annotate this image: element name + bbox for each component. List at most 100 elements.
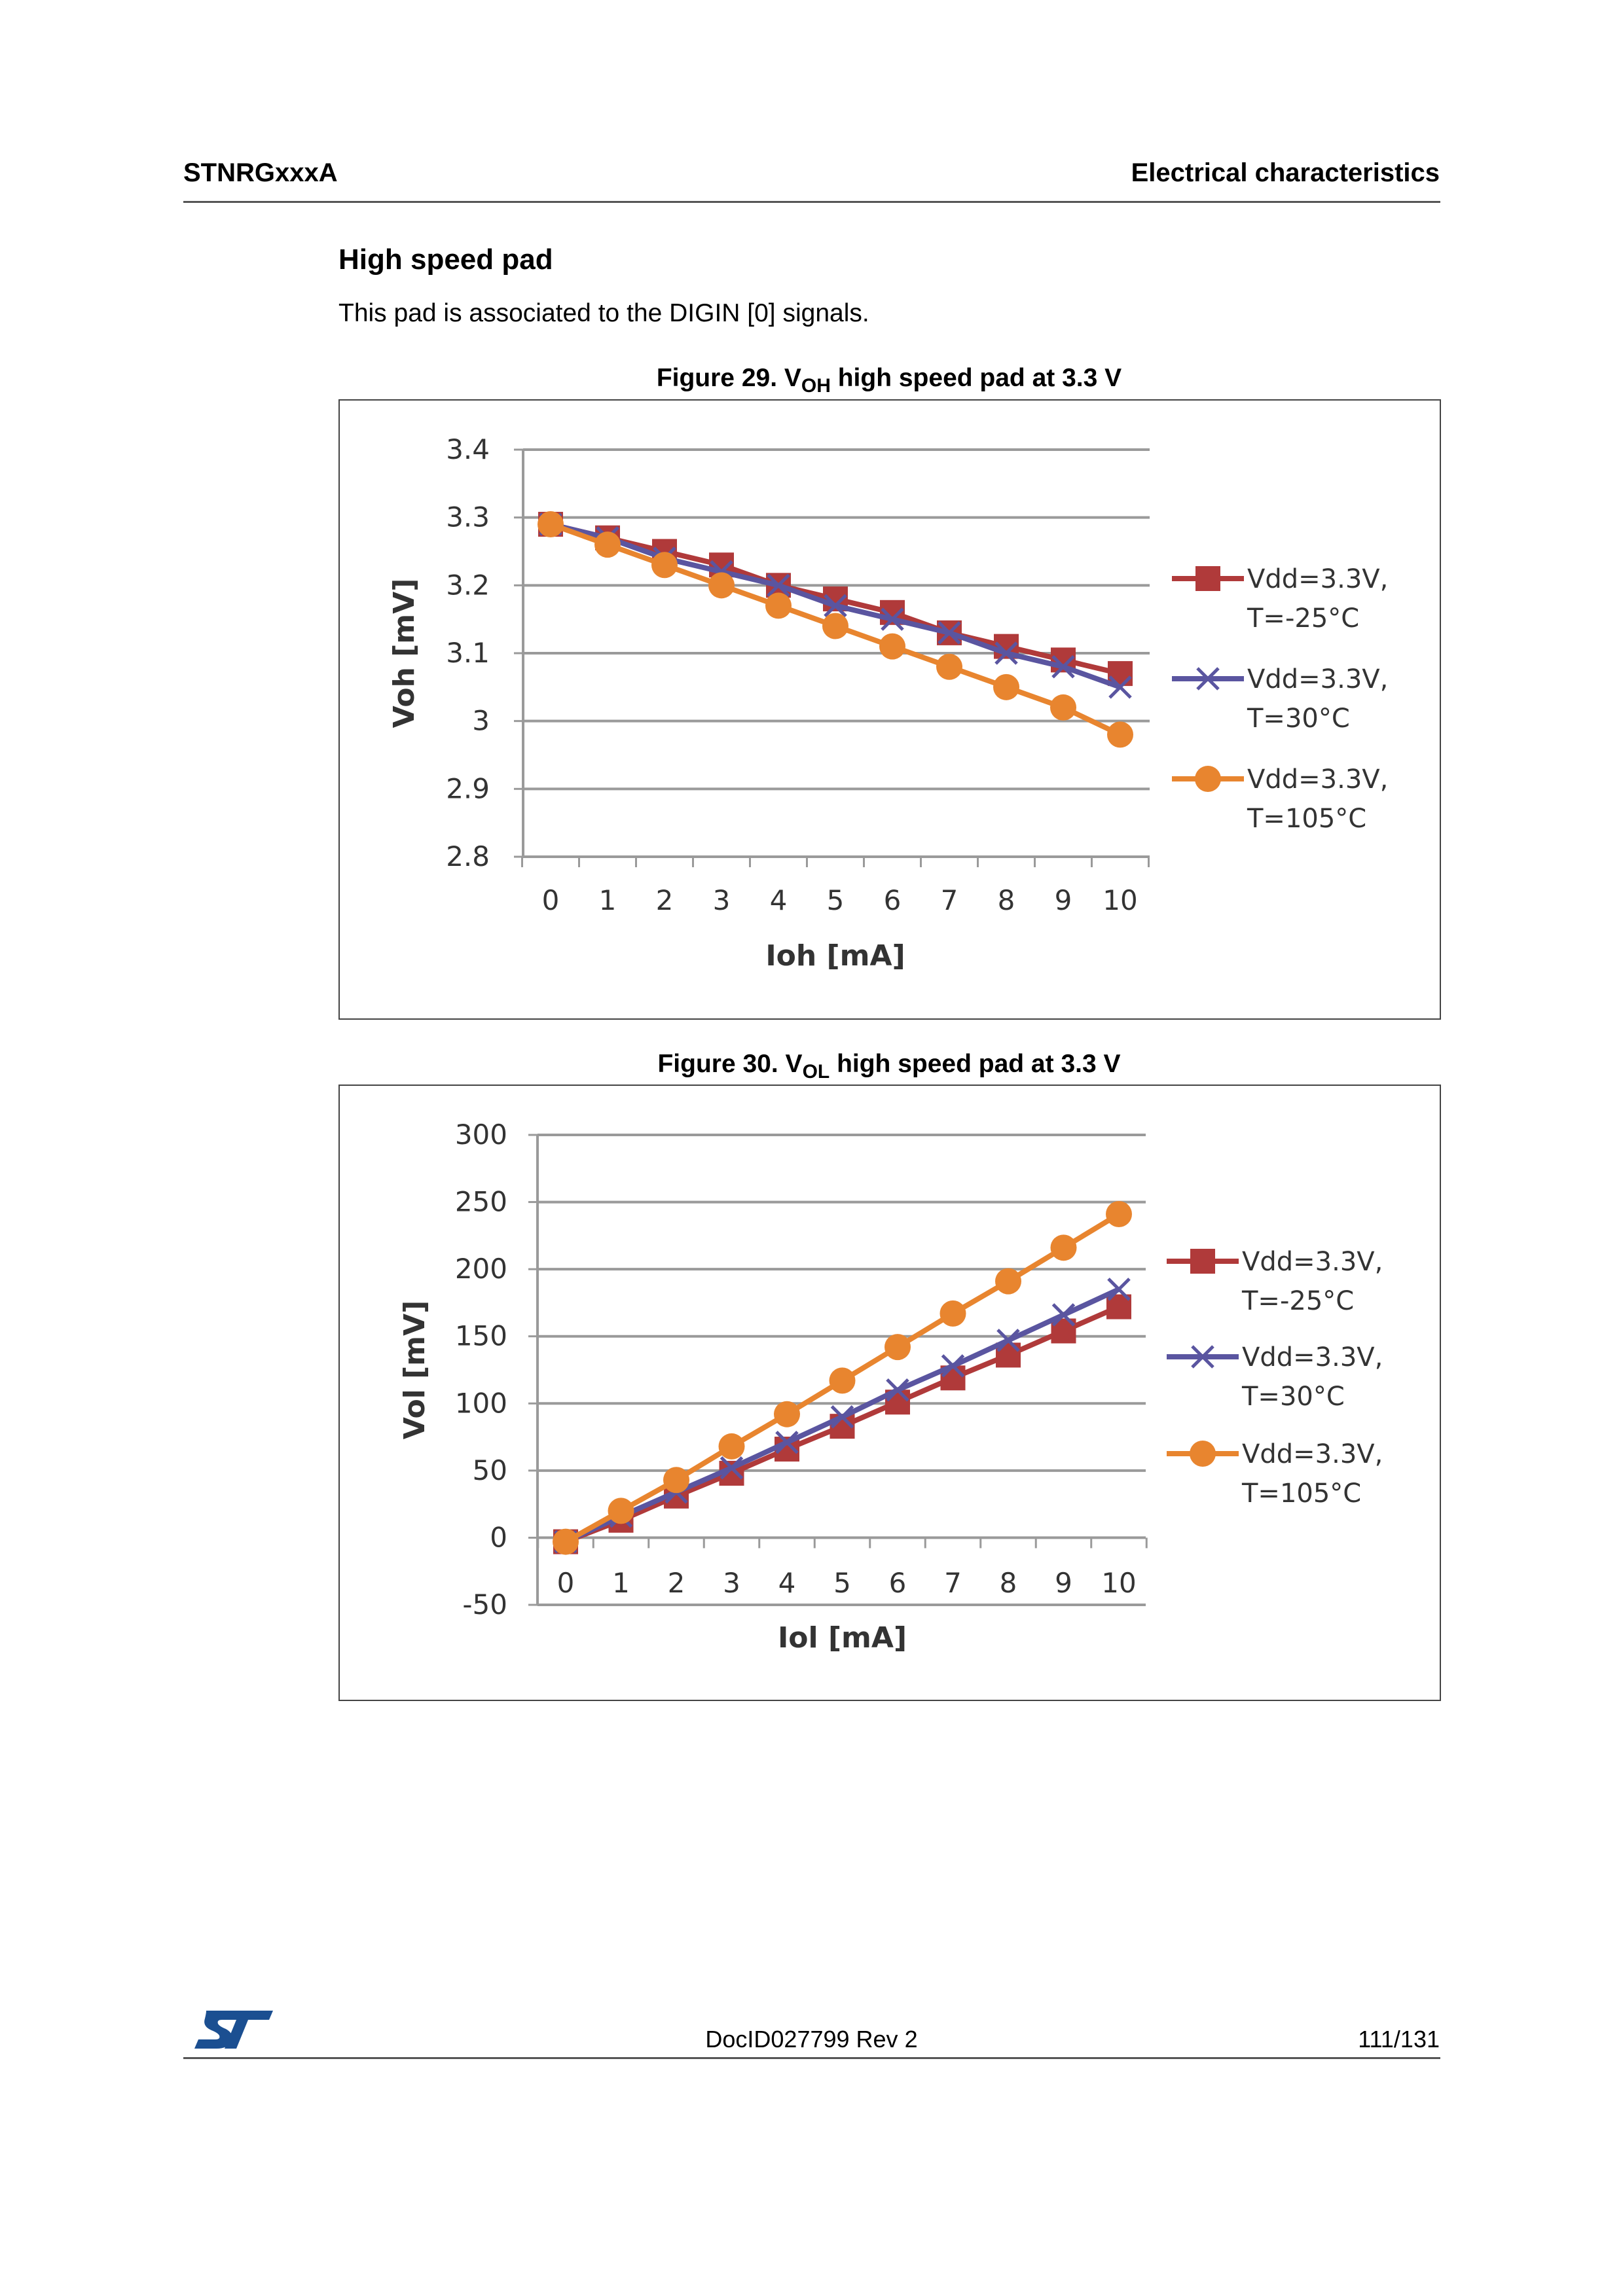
x-tick-label: 5 xyxy=(833,1567,851,1599)
y-tick-label: 0 xyxy=(490,1521,507,1553)
data-point-x xyxy=(881,607,904,631)
x-tick-label: 3 xyxy=(723,1567,740,1599)
figure-29-frame xyxy=(338,399,1441,1020)
y-tick-label: 200 xyxy=(455,1253,507,1285)
legend-label: Vdd=3.3V, xyxy=(1247,664,1388,694)
data-point-x xyxy=(824,594,847,618)
legend-label-temp: T=105°C xyxy=(1241,1479,1361,1509)
caption-sub: OH xyxy=(801,374,831,397)
x-tick-label: 4 xyxy=(770,884,788,916)
y-tick-label: 3.2 xyxy=(446,569,490,601)
y-tick-label: 50 xyxy=(473,1454,507,1486)
data-point-circle xyxy=(939,1300,966,1327)
y-tick-label: 3.1 xyxy=(446,637,490,669)
data-point-x xyxy=(1107,1278,1131,1301)
data-point-circle xyxy=(663,1467,689,1494)
section-text: This pad is associated to the DIGIN [0] … xyxy=(338,299,869,327)
x-tick-label: 1 xyxy=(612,1567,630,1599)
y-tick-label: 3.4 xyxy=(446,433,490,465)
x-tick-label: 7 xyxy=(941,884,958,916)
data-point-x xyxy=(1191,1345,1214,1369)
x-tick-label: 3 xyxy=(713,884,731,916)
x-tick-label: 10 xyxy=(1103,884,1137,916)
section-title: High speed pad xyxy=(338,243,553,276)
y-tick-label: 2.8 xyxy=(446,840,490,872)
data-point-x xyxy=(1108,675,1132,699)
data-point-circle xyxy=(718,1433,745,1460)
y-tick-label: 2.9 xyxy=(446,772,490,804)
legend-label: Vdd=3.3V, xyxy=(1242,1439,1383,1469)
x-axis-title: Iol [mA] xyxy=(778,1621,907,1655)
y-tick-label: -50 xyxy=(462,1588,507,1621)
x-tick-label: 6 xyxy=(889,1567,907,1599)
legend-label: Vdd=3.3V, xyxy=(1247,764,1388,795)
data-point-circle xyxy=(822,613,848,639)
y-tick-label: 150 xyxy=(455,1320,507,1352)
y-tick-label: 250 xyxy=(455,1186,507,1218)
data-point-circle xyxy=(995,1268,1021,1295)
x-tick-label: 5 xyxy=(827,884,845,916)
y-tick-label: 100 xyxy=(455,1387,507,1419)
data-point-circle xyxy=(1106,1201,1132,1228)
x-tick-label: 2 xyxy=(656,884,674,916)
figure-30-frame xyxy=(338,1085,1441,1701)
x-tick-label: 0 xyxy=(557,1567,575,1599)
legend-label-temp: T=105°C xyxy=(1247,804,1366,834)
data-point-circle xyxy=(1050,1234,1077,1261)
data-point-x xyxy=(1051,1303,1076,1327)
data-point-x xyxy=(1051,655,1075,679)
data-point-x xyxy=(938,621,961,645)
data-point-x xyxy=(994,641,1018,665)
data-point-x xyxy=(886,1378,909,1402)
data-point-circle xyxy=(708,572,735,599)
x-tick-label: 2 xyxy=(668,1567,685,1599)
caption-text: Figure 29. V xyxy=(656,364,801,392)
legend-label-temp: T=-25°C xyxy=(1247,603,1359,634)
y-tick-label: 300 xyxy=(455,1119,507,1151)
x-tick-label: 1 xyxy=(599,884,617,916)
data-point-circle xyxy=(608,1498,634,1524)
data-point-circle xyxy=(774,1401,800,1427)
y-tick-label: 3.3 xyxy=(446,501,490,533)
legend-label-temp: T=30°C xyxy=(1241,1382,1345,1412)
header-rule xyxy=(183,201,1440,203)
y-axis-title: Voh [mV] xyxy=(388,579,421,728)
footer-rule xyxy=(183,2057,1440,2059)
data-point-circle xyxy=(651,552,678,579)
footer-doc-id: DocID027799 Rev 2 xyxy=(705,2026,918,2053)
y-axis-title: Vol [mV] xyxy=(398,1300,431,1439)
data-point-square xyxy=(1195,566,1220,591)
data-point-circle xyxy=(765,592,792,619)
data-point-circle xyxy=(993,673,1019,700)
x-tick-label: 10 xyxy=(1101,1567,1136,1599)
data-point-circle xyxy=(936,653,962,680)
x-tick-label: 4 xyxy=(778,1567,796,1599)
data-point-circle xyxy=(538,511,564,538)
legend-label: Vdd=3.3V, xyxy=(1247,564,1388,594)
legend-label-temp: T=30°C xyxy=(1247,704,1350,734)
x-tick-label: 0 xyxy=(542,884,560,916)
data-point-x xyxy=(996,1329,1020,1352)
data-point-circle xyxy=(594,531,621,558)
x-tick-label: 9 xyxy=(1055,884,1072,916)
data-point-circle xyxy=(1190,1441,1216,1467)
caption-text: high speed pad at 3.3 V xyxy=(830,364,1122,392)
header-section: Electrical characteristics xyxy=(1131,158,1440,187)
data-point-circle xyxy=(1107,721,1133,748)
data-point-circle xyxy=(879,633,905,660)
data-point-square xyxy=(1190,1249,1215,1274)
figure-29-caption: Figure 29. VOH high speed pad at 3.3 V xyxy=(338,364,1440,397)
legend-label: Vdd=3.3V, xyxy=(1242,1342,1383,1372)
x-tick-label: 8 xyxy=(1000,1567,1017,1599)
data-point-circle xyxy=(884,1334,911,1361)
caption-sub: OL xyxy=(802,1060,830,1083)
y-tick-label: 3 xyxy=(472,705,490,737)
data-point-x xyxy=(767,573,790,598)
header-doc-name: STNRGxxxA xyxy=(183,158,338,187)
data-point-x xyxy=(775,1431,799,1454)
data-point-circle xyxy=(1050,694,1076,721)
x-axis-title: Ioh [mA] xyxy=(765,939,905,973)
x-tick-label: 9 xyxy=(1055,1567,1072,1599)
x-tick-label: 8 xyxy=(998,884,1015,916)
x-tick-label: 6 xyxy=(884,884,902,916)
